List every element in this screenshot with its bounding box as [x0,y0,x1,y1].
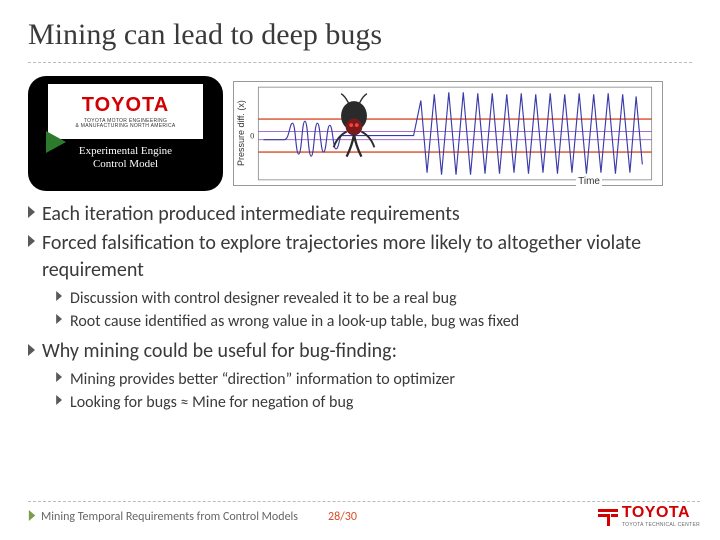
signal-chart: Pressure diff. (x) 0 [233,81,663,186]
title-divider [28,62,692,63]
bullet-item: Why mining could be useful for bug-findi… [28,338,692,365]
figure-row: TOYOTA TOYOTA MOTOR ENGINEERING& MANUFAC… [28,73,692,193]
chart-ylabel: Pressure diff. (x) [234,82,248,185]
sub-bullet-list: Discussion with control designer reveale… [56,288,692,332]
toyota-wordmark: TOYOTA [82,94,169,117]
footer-title: Mining Temporal Requirements from Contro… [41,510,298,524]
bug-creature-icon [326,90,382,164]
toyota-subtext: TOYOTA MOTOR ENGINEERING& MANUFACTURING … [75,119,175,129]
footer-divider [28,501,700,502]
toyota-caption: Experimental Engine Control Model [79,145,172,171]
chart-xlabel: Time [576,176,602,187]
bullet-marker-icon [56,288,70,306]
toyota-t-icon [598,506,618,526]
slide: Mining can lead to deep bugs TOYOTA TOYO… [0,0,720,540]
bullet-marker-icon [56,369,70,387]
chart-plot-area: 0 [248,82,662,185]
bullet-marker-icon [28,338,42,360]
slide-title: Mining can lead to deep bugs [28,18,692,52]
sub-bullet-item: Discussion with control designer reveale… [56,288,692,310]
toyota-logo-panel: TOYOTA TOYOTA MOTOR ENGINEERING& MANUFAC… [48,84,203,139]
bullet-item: Forced falsification to explore trajecto… [28,230,692,284]
footer-toyota-logo: TOYOTA TOYOTA TECHNICAL CENTER [598,504,700,528]
bullet-marker-icon [28,230,42,252]
sub-bullet-list: Mining provides better “direction” infor… [56,369,692,413]
bullet-marker-icon [56,311,70,329]
footer-page-number: 28/30 [328,510,357,524]
slide-footer: Mining Temporal Requirements from Contro… [28,501,700,526]
footer-logo-text: TOYOTA [622,504,700,522]
bullet-marker-icon [28,201,42,223]
chart-svg: 0 [248,82,662,185]
play-icon [46,131,66,153]
sub-bullet-item: Mining provides better “direction” infor… [56,369,692,391]
svg-text:0: 0 [250,131,254,140]
sub-bullet-item: Root cause identified as wrong value in … [56,311,692,333]
footer-arrow-icon [28,508,37,526]
toyota-card: TOYOTA TOYOTA MOTOR ENGINEERING& MANUFAC… [28,76,223,191]
bullet-item: Each iteration produced intermediate req… [28,201,692,228]
bullet-list: Each iteration produced intermediate req… [28,201,692,413]
bullet-marker-icon [56,392,70,410]
footer-row: Mining Temporal Requirements from Contro… [28,508,700,526]
sub-bullet-item: Looking for bugs ≈ Mine for negation of … [56,392,692,414]
footer-logo-subtext: TOYOTA TECHNICAL CENTER [622,522,700,528]
